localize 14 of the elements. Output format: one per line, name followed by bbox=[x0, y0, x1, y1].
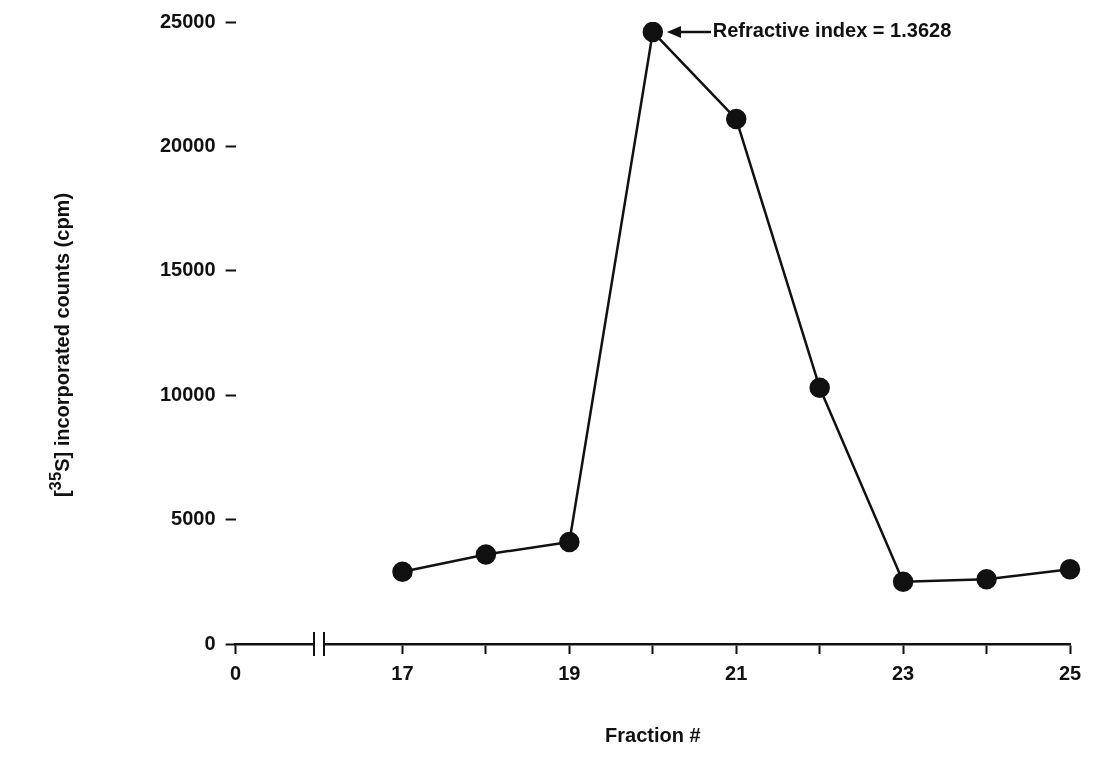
x-tick-label: 17 bbox=[391, 661, 414, 684]
y-tick-label: 15000 bbox=[159, 258, 216, 281]
x-axis-title: Fraction # bbox=[605, 723, 701, 746]
annotation: Refractive index = 1.3628 bbox=[712, 18, 952, 42]
y-tick-label: 10000 bbox=[159, 382, 216, 405]
x-tick-label: 21 bbox=[725, 661, 748, 684]
y-tick-label: 25000 bbox=[159, 9, 216, 32]
y-tick-label: 20000 bbox=[159, 133, 216, 156]
x-tick-label: 25 bbox=[1058, 661, 1082, 684]
y-tick-label: 5000 bbox=[171, 507, 216, 530]
x-tick-label: 19 bbox=[558, 661, 581, 684]
x-tick-label: 23 bbox=[892, 661, 915, 684]
y-tick-label: 0 bbox=[204, 631, 216, 654]
x-tick-label: 0 bbox=[230, 661, 242, 684]
